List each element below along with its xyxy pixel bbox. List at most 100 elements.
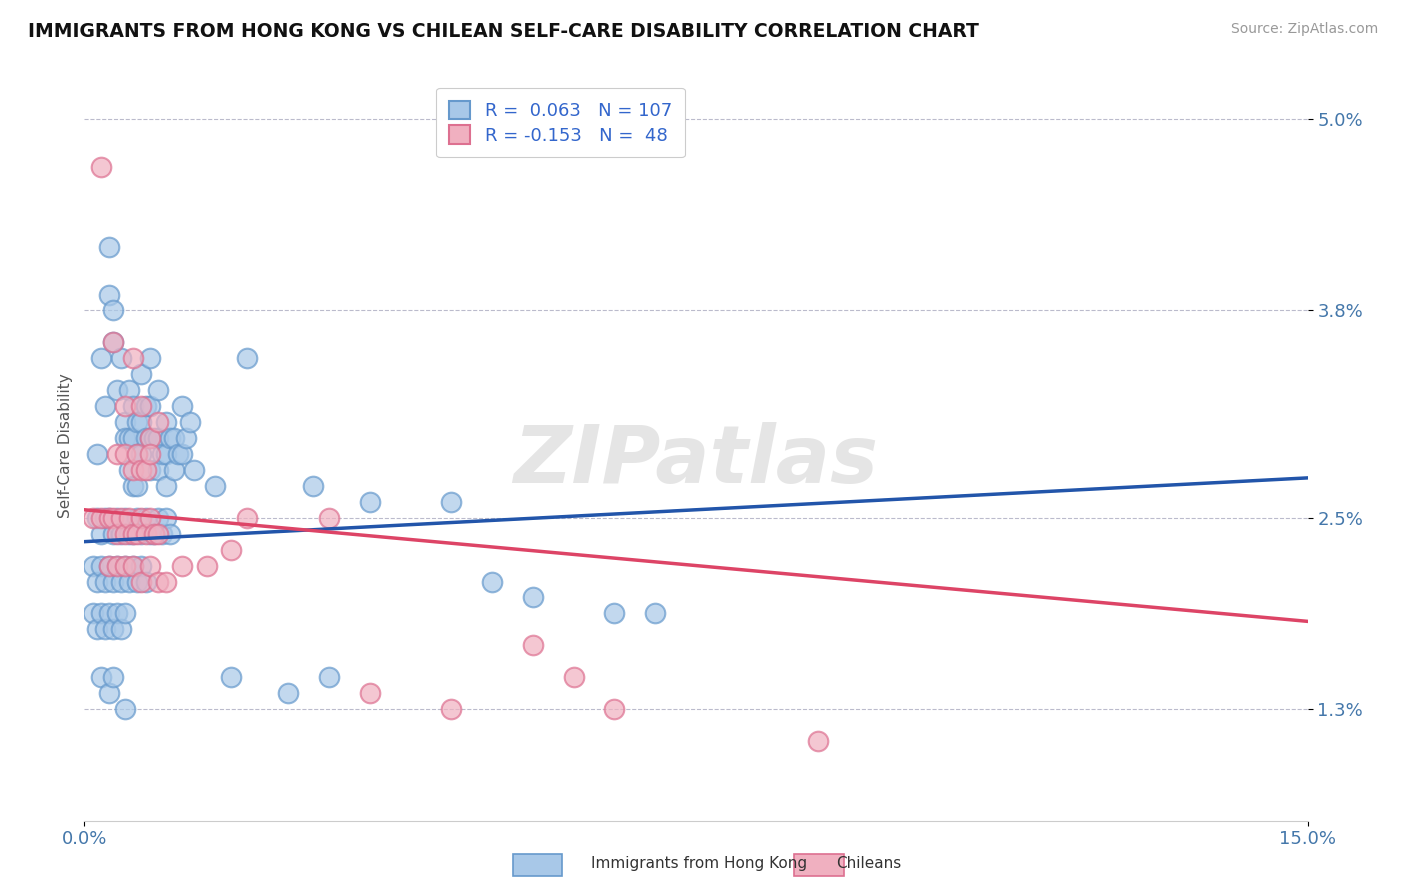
Point [146, 463, 169, 477]
Point [127, 447, 149, 461]
Point [146, 510, 169, 524]
Point [159, 431, 181, 445]
Point [142, 526, 165, 541]
Point [183, 463, 205, 477]
Point [97, 287, 120, 301]
Point [277, 686, 299, 700]
Point [131, 368, 153, 382]
Point [318, 670, 340, 684]
Point [163, 431, 186, 445]
Point [118, 463, 141, 477]
Point [114, 702, 136, 716]
Point [86, 623, 108, 637]
Point [97, 510, 120, 524]
Point [603, 607, 626, 621]
Point [138, 431, 160, 445]
Point [110, 510, 132, 524]
Point [318, 510, 340, 524]
Point [105, 558, 128, 573]
Point [122, 399, 145, 413]
Point [155, 447, 177, 461]
Point [118, 383, 141, 397]
Point [97, 558, 120, 573]
Point [138, 510, 160, 524]
Point [807, 734, 830, 748]
Point [114, 415, 136, 429]
Point [101, 526, 124, 541]
Point [110, 623, 132, 637]
Point [114, 399, 136, 413]
Point [236, 351, 259, 366]
Point [90, 670, 112, 684]
Point [562, 670, 585, 684]
Point [522, 638, 544, 652]
Point [86, 574, 108, 589]
Point [127, 479, 149, 493]
Point [105, 607, 128, 621]
Point [90, 607, 112, 621]
Point [122, 558, 145, 573]
Point [97, 558, 120, 573]
Point [127, 510, 149, 524]
Point [122, 526, 145, 541]
Point [101, 335, 124, 350]
Point [93, 574, 115, 589]
Text: IMMIGRANTS FROM HONG KONG VS CHILEAN SELF-CARE DISABILITY CORRELATION CHART: IMMIGRANTS FROM HONG KONG VS CHILEAN SEL… [28, 22, 979, 41]
Point [114, 558, 136, 573]
Point [131, 510, 153, 524]
Legend: R =  0.063   N = 107, R = -0.153   N =  48: R = 0.063 N = 107, R = -0.153 N = 48 [436, 88, 685, 157]
Point [118, 526, 141, 541]
Point [359, 686, 381, 700]
Point [127, 526, 149, 541]
Point [105, 447, 128, 461]
Point [93, 399, 115, 413]
Point [82, 558, 104, 573]
Point [138, 463, 160, 477]
Point [114, 510, 136, 524]
Point [127, 447, 149, 461]
Point [440, 495, 463, 509]
Point [114, 447, 136, 461]
Point [114, 431, 136, 445]
Point [146, 526, 169, 541]
Point [122, 463, 145, 477]
Point [131, 574, 153, 589]
Point [118, 510, 141, 524]
Point [138, 526, 160, 541]
Point [97, 510, 120, 524]
Point [131, 447, 153, 461]
Point [236, 510, 259, 524]
Point [301, 479, 323, 493]
Point [114, 558, 136, 573]
Point [131, 558, 153, 573]
Text: Source: ZipAtlas.com: Source: ZipAtlas.com [1230, 22, 1378, 37]
Point [163, 463, 186, 477]
Point [155, 479, 177, 493]
Point [138, 558, 160, 573]
Point [174, 431, 197, 445]
Point [86, 447, 108, 461]
Point [135, 510, 157, 524]
Point [127, 415, 149, 429]
Point [97, 686, 120, 700]
Point [135, 399, 157, 413]
Text: ZIPatlas: ZIPatlas [513, 422, 879, 500]
Point [131, 463, 153, 477]
Point [204, 479, 226, 493]
Point [105, 383, 128, 397]
Point [142, 526, 165, 541]
Point [131, 415, 153, 429]
Point [440, 702, 463, 716]
Point [219, 542, 242, 557]
Point [90, 351, 112, 366]
Point [603, 702, 626, 716]
Text: Immigrants from Hong Kong: Immigrants from Hong Kong [591, 856, 807, 871]
Point [131, 399, 153, 413]
Point [150, 447, 173, 461]
Point [172, 558, 194, 573]
Point [131, 526, 153, 541]
Point [90, 510, 112, 524]
Point [138, 431, 160, 445]
Point [481, 574, 503, 589]
Text: Chileans: Chileans [837, 856, 901, 871]
